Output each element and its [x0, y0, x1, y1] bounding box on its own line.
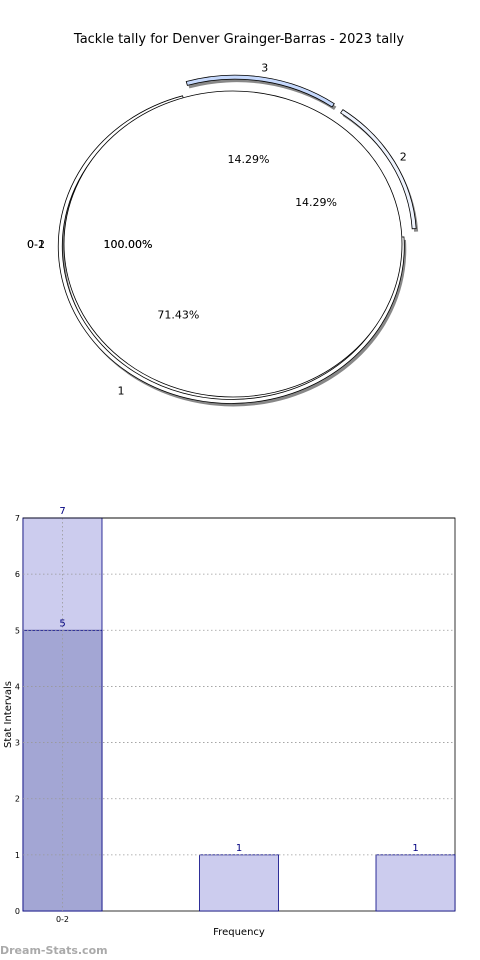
pie-inner-category-label: 0-1: [27, 238, 45, 251]
chart-title: Tackle tally for Denver Grainger-Barras …: [73, 32, 404, 47]
bar: [199, 854, 279, 912]
pie-category-label: 2: [400, 151, 407, 164]
pie-inner-percent-label: 100.00%: [104, 238, 153, 251]
pie-chart: 171.43%314.29%214.29%71.43%14.29%14.29%0…: [27, 61, 419, 407]
y-axis-label: Stat Intervals: [3, 681, 14, 748]
pie-inner-percent-label: 100.00%: [104, 238, 153, 251]
y-tick-label: 1: [15, 851, 20, 860]
pie-percent-label: 71.43%: [157, 309, 199, 322]
bar-value-label: 7: [59, 506, 65, 517]
bar: [375, 854, 456, 912]
watermark: Dream-Stats.com: [0, 944, 108, 957]
x-tick-label: 0-2: [56, 915, 69, 924]
pie-percent-label: 14.29%: [227, 153, 269, 166]
pie-category-label: 1: [117, 385, 124, 398]
pie-outer-slice: [185, 74, 335, 108]
y-tick-label: 0: [15, 907, 20, 916]
y-tick-label: 6: [15, 570, 20, 579]
y-tick-label: 2: [15, 795, 20, 804]
y-tick-label: 7: [15, 514, 20, 523]
pie-outer-slice: [57, 95, 405, 404]
pie-outer-slice: [340, 109, 417, 230]
pie-category-label: 3: [261, 61, 268, 74]
bar-value-label: 5: [59, 618, 65, 629]
pie-inner-category-label: 0-2: [27, 238, 45, 251]
y-tick-label: 5: [15, 626, 20, 635]
bar-chart: 0 1 2 3 4 5 6 7 7 1 1 5 0-2 Frequency Stat Intervals: [3, 506, 456, 938]
bar-value-label: 1: [412, 843, 418, 854]
x-axis-label: Frequency: [213, 927, 265, 938]
y-tick-label: 4: [15, 682, 20, 691]
pie-percent-label: 14.29%: [295, 196, 337, 209]
pie-inner-slice: [63, 90, 403, 398]
y-tick-label: 3: [15, 739, 20, 748]
bar-value-label: 1: [236, 843, 242, 854]
